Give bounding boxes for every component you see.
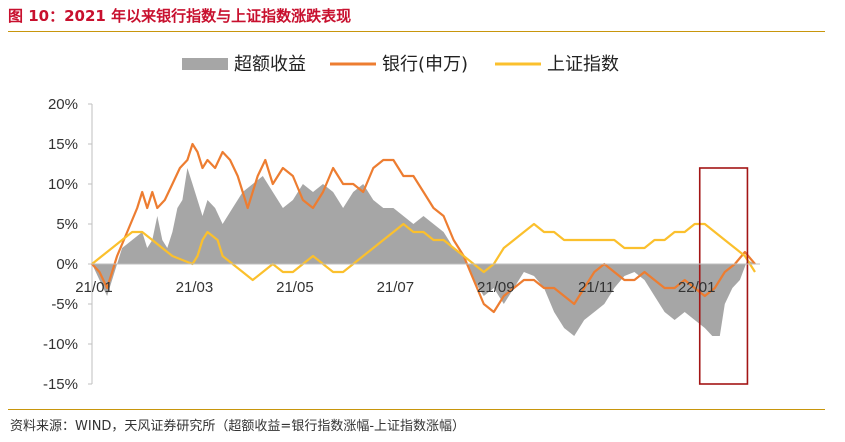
y-tick-label: 0% [56, 256, 78, 273]
series-line-sse-index [91, 222, 756, 282]
source-note: 资料来源：WIND，天风证券研究所（超额收益=银行指数涨幅-上证指数涨幅） [10, 419, 466, 434]
legend-item-bank-index: 银行(申万) [330, 54, 468, 75]
series-line-bank-index [91, 142, 756, 314]
chart-legend: 超额收益 银行(申万) 上证指数 [182, 54, 619, 75]
legend-swatch [182, 58, 228, 70]
x-tick-label: 22/01 [678, 279, 716, 296]
plot-area [91, 142, 756, 385]
legend-item-sse-index: 上证指数 [495, 54, 619, 75]
figure-title: 图 10：2021 年以来银行指数与上证指数涨跌表现 [8, 7, 352, 25]
x-tick-label: 21/09 [477, 279, 515, 296]
y-tick-label: -10% [43, 336, 78, 353]
x-axis: 21/01 21/03 21/05 21/07 21/09 21/11 22/01 [75, 263, 760, 296]
legend-label: 上证指数 [547, 54, 619, 75]
y-tick-label: 15% [48, 136, 78, 153]
legend-label: 银行(申万) [382, 54, 468, 75]
x-tick-label: 21/05 [276, 279, 314, 296]
x-tick-label: 21/03 [176, 279, 214, 296]
legend-item-excess-return: 超额收益 [182, 54, 306, 75]
legend-label: 超额收益 [234, 54, 306, 75]
title-rule [8, 31, 825, 32]
y-tick-label: 5% [56, 216, 78, 233]
x-tick-label: 21/11 [578, 279, 614, 296]
y-tick-label: 10% [48, 176, 78, 193]
source-rule [8, 409, 825, 410]
highlight-box [698, 167, 749, 385]
y-axis: 20% 15% 10% 5% 0% -5% -10% -15% [43, 96, 93, 393]
x-tick-label: 21/07 [377, 279, 415, 296]
y-tick-label: 20% [48, 96, 78, 113]
y-tick-label: -15% [43, 376, 78, 393]
series-area-excess-return [92, 168, 755, 336]
x-tick-label: 21/01 [75, 279, 113, 296]
y-tick-label: -5% [51, 296, 78, 313]
